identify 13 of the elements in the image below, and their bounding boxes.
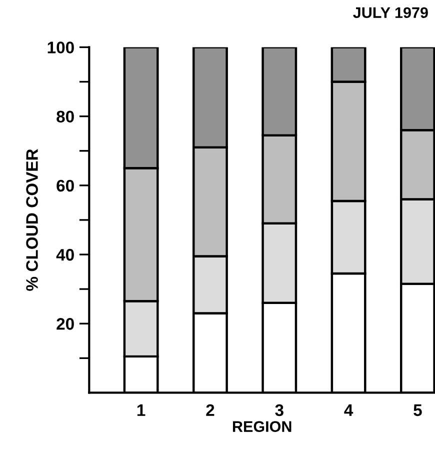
- y-tick-label: 80: [56, 110, 74, 123]
- x-tick-label: 5: [414, 404, 422, 416]
- y-axis-title: % CLOUD COVER: [26, 149, 38, 291]
- y-tick-label: 100: [48, 42, 74, 54]
- x-tick-label: 1: [137, 404, 146, 416]
- y-tick-label: 20: [56, 318, 74, 330]
- x-tick-label: 4: [344, 404, 354, 416]
- x-tick-label: 2: [206, 404, 214, 416]
- y-tick-label: 60: [56, 180, 74, 192]
- x-axis-title: REGION: [232, 421, 292, 432]
- x-tick-label: 3: [275, 404, 284, 416]
- chart-title: JULY 1979: [353, 7, 428, 18]
- y-tick-label: 40: [56, 248, 74, 261]
